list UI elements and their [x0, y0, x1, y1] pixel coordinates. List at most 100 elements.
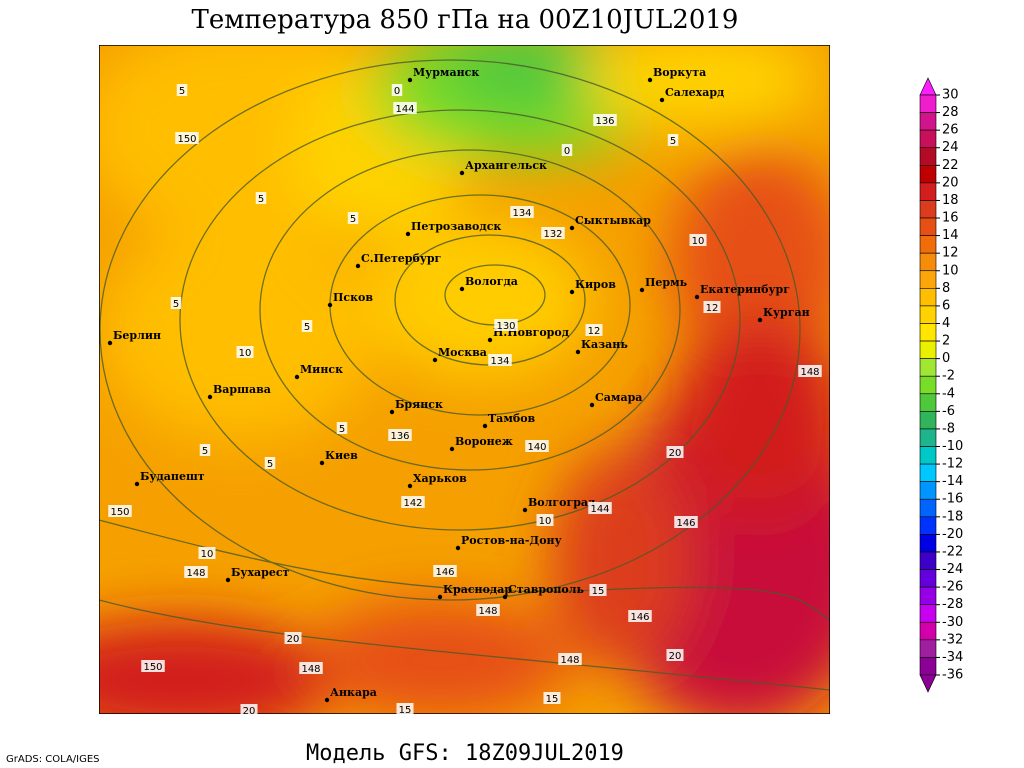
contour-label: 0	[394, 86, 400, 97]
colorbar-segment	[919, 129, 937, 149]
contour-label: 10	[201, 549, 214, 560]
colorbar-segment	[919, 551, 937, 570]
contour-label: 0	[564, 146, 570, 157]
city-label: Брянск	[395, 398, 443, 411]
city-label: Харьков	[413, 472, 467, 485]
contour-label-bg	[703, 301, 721, 313]
contour-label-bg	[798, 365, 822, 377]
city-label: Салехард	[665, 86, 724, 99]
colorbar-tick-label: 12	[942, 246, 959, 261]
contour-label: 148	[800, 367, 819, 378]
colorbar-tick-label: -24	[942, 562, 963, 577]
colorbar-tick-label: -18	[942, 509, 963, 524]
contour-label: 20	[243, 706, 256, 717]
city-label: Воронеж	[455, 435, 513, 448]
colorbar-tick-label: -22	[942, 544, 963, 559]
contour-label: 146	[435, 567, 454, 578]
city-dot	[407, 77, 413, 83]
contour-label-bg	[666, 649, 684, 661]
city-dot	[294, 374, 300, 380]
colorbar-tick-label: 16	[942, 211, 959, 226]
colorbar-tick-label: -20	[942, 527, 963, 542]
colorbar-segment	[919, 639, 937, 658]
city-dot	[432, 357, 438, 363]
contour-label-bg	[198, 547, 216, 559]
colorbar-segment	[919, 165, 937, 184]
contour-label: 148	[301, 664, 320, 675]
contour-label-bg	[264, 457, 276, 469]
city-dot	[405, 231, 411, 237]
colorbar-segment	[919, 323, 937, 342]
colorbar-segment	[919, 288, 937, 307]
city-dot	[389, 409, 395, 415]
contour-label-bg	[666, 446, 684, 458]
contour-label-bg	[299, 662, 323, 674]
colorbar-segment	[919, 182, 937, 201]
colorbar-tick-label: 30	[942, 88, 959, 103]
credit: GrADS: COLA/IGES	[6, 754, 100, 765]
colorbar-tick-label: 22	[942, 158, 959, 173]
contour-label-bg	[488, 354, 512, 366]
colorbar-segment	[919, 446, 937, 465]
city-label: Екатеринбург	[700, 283, 790, 296]
city-dot	[319, 460, 325, 466]
city-label: Самара	[595, 391, 642, 404]
contour-label: 132	[543, 229, 562, 240]
city-label: Краснодар	[443, 583, 512, 596]
contour-label-bg	[476, 604, 500, 616]
colorbar-segment	[919, 305, 937, 324]
city-label: Варшава	[213, 383, 271, 396]
contour-label: 5	[202, 446, 208, 457]
city-dot	[437, 594, 443, 600]
colorbar-tick-label: 28	[942, 105, 959, 120]
contour-label-bg	[141, 660, 165, 672]
contour-label-bg	[536, 514, 554, 526]
contour-label: 5	[258, 194, 264, 205]
colorbar: 302826242220181614121086420-2-4-6-8-10-1…	[919, 77, 963, 693]
colorbar-tick-label: 14	[942, 228, 959, 243]
contour-label: 5	[304, 322, 310, 333]
colorbar-segment	[919, 411, 937, 430]
city-label: Казань	[581, 338, 628, 351]
city-label: Киев	[325, 449, 358, 462]
contour-labels: 5 150 0 144 136 0 5 5 5 134 132 10 5 5 130 12 12 134 10 148…	[108, 84, 822, 717]
city-label: Тамбов	[488, 412, 536, 425]
contour-label-bg	[667, 134, 679, 146]
contour-label: 20	[669, 448, 682, 459]
colorbar-tick-label: 0	[942, 351, 950, 366]
city-label: Ростов-на-Дону	[461, 534, 562, 547]
colorbar-tick-label: -2	[942, 369, 955, 384]
city-dot	[575, 349, 581, 355]
colorbar-tick-label: -6	[942, 404, 955, 419]
contour-label: 136	[595, 116, 614, 127]
city-dot	[694, 294, 700, 300]
city-dot	[207, 394, 213, 400]
city-label: Сыктывкар	[575, 214, 651, 227]
contour-label-bg	[674, 516, 698, 528]
colorbar-under	[919, 674, 937, 693]
city-dot	[449, 446, 455, 452]
city-label: Петрозаводск	[411, 220, 501, 233]
colorbar-tick-label: 6	[942, 298, 950, 313]
contour-label-bg	[336, 422, 348, 434]
city-label: Псков	[333, 291, 373, 304]
contour-label-bg	[561, 144, 573, 156]
colorbar-tick-label: -12	[942, 457, 963, 472]
contour-label-bg	[240, 704, 258, 716]
contour-label: 134	[490, 356, 509, 367]
city-label: Вологда	[465, 275, 518, 288]
contour-label: 134	[512, 208, 531, 219]
colorbar-segment	[919, 94, 937, 113]
colorbar-tick-label: 24	[942, 140, 959, 155]
contour-label-bg	[543, 692, 561, 704]
colorbar-over	[919, 77, 937, 96]
city-label: С.Петербург	[361, 252, 442, 265]
city-dot	[107, 340, 113, 346]
colorbar-segment	[919, 340, 937, 359]
colorbar-segment	[919, 463, 937, 482]
city-dot	[639, 287, 645, 293]
colorbar-segment	[919, 375, 937, 395]
contour-label: 20	[669, 651, 682, 662]
colorbar-tick-label: -4	[942, 386, 955, 401]
city-dot	[225, 577, 231, 583]
